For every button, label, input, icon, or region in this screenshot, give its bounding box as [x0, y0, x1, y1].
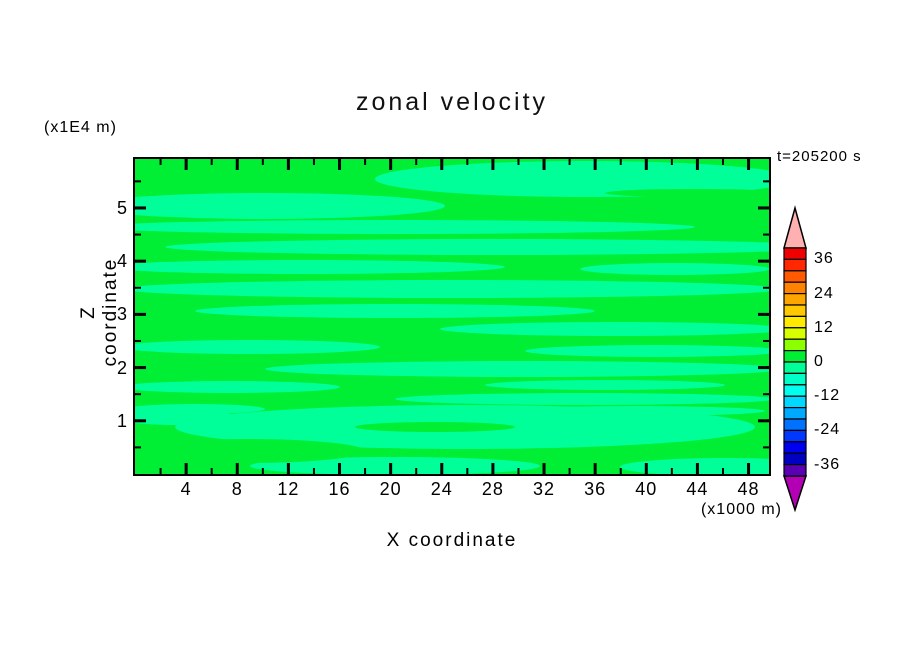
x-tick-label: 28 [481, 479, 504, 499]
field-positive-streak [605, 189, 769, 197]
field-positive-streak [135, 439, 365, 463]
y-axis-unit-label: (x1E4 m) [44, 119, 117, 136]
colorbar-tick-label: 24 [814, 284, 834, 302]
colorbar-tick-label: 36 [814, 250, 834, 268]
colorbar-segment [783, 441, 807, 454]
contour-field-svg [135, 159, 769, 474]
y-tick-label: 3 [116, 304, 127, 325]
x-tick-label: 4 [180, 479, 192, 499]
x-tick-label: 36 [584, 479, 607, 499]
colorbar-segment [783, 452, 807, 466]
field-negative-streak [135, 260, 505, 274]
field-negative-streak [195, 304, 595, 318]
field-negative-streak [135, 280, 769, 298]
field-negative-streak [165, 239, 769, 255]
x-tick-label: 44 [686, 479, 709, 499]
x-axis-unit-label: (x1000 m) [700, 501, 782, 518]
field-negative-streak [135, 220, 695, 234]
field-negative-streak [135, 340, 380, 354]
colorbar-segment [783, 464, 807, 477]
x-tick-label: 48 [737, 479, 760, 499]
y-tick-label: 5 [116, 197, 127, 218]
colorbar-tick-label: 12 [814, 318, 834, 336]
field-positive-streak [355, 422, 515, 432]
field-negative-streak [620, 458, 769, 474]
field-negative-streak [580, 263, 769, 275]
field-negative-streak [525, 345, 769, 357]
colorbar-segment [783, 429, 807, 443]
x-tick-label: 8 [231, 479, 243, 499]
colorbar-segment [783, 418, 807, 431]
colorbar-top-arrow [783, 205, 807, 249]
colorbar-segment [783, 327, 807, 340]
field-negative-streak [395, 393, 769, 405]
colorbar-segment [783, 372, 807, 386]
timestamp-label: t=205200 s [777, 148, 862, 165]
x-axis-title: X coordinate [386, 530, 518, 551]
y-tick-label: 2 [116, 357, 127, 378]
x-tick-label: 16 [328, 479, 351, 499]
x-tick-label: 24 [430, 479, 453, 499]
colorbar [782, 205, 808, 513]
colorbar-bottom-arrow [782, 475, 808, 513]
field-negative-streak [375, 161, 769, 197]
field-negative-streak [265, 361, 769, 377]
contour-plot-area [133, 157, 771, 476]
y-tick-label: 1 [116, 410, 127, 431]
colorbar-segment [783, 270, 807, 283]
field-negative-streak [440, 322, 769, 336]
colorbar-segment [783, 258, 807, 272]
colorbar-segment [783, 350, 807, 363]
field-negative-streak [135, 193, 445, 219]
colorbar-segment [783, 407, 807, 420]
colorbar-tick-label: 0 [814, 353, 824, 370]
colorbar-tick-label: -12 [814, 387, 841, 405]
colorbar-segment [783, 395, 807, 409]
colorbar-segment [783, 292, 807, 306]
field-negative-streak [485, 380, 725, 390]
colorbar-segment [783, 304, 807, 317]
y-axis-title: Z coordinate [78, 257, 121, 367]
field-negative-streak [135, 409, 235, 425]
x-tick-label: 40 [635, 479, 658, 499]
x-tick-label: 20 [379, 479, 402, 499]
field-negative-streak [135, 381, 340, 393]
colorbar-segment [783, 281, 807, 295]
y-tick-label: 4 [116, 251, 127, 272]
colorbar-segment [783, 361, 807, 374]
x-tick-label: 32 [533, 479, 556, 499]
colorbar-segment [783, 247, 807, 260]
colorbar-tick-label: -24 [814, 421, 841, 439]
colorbar-segment [783, 384, 807, 397]
chart-title: zonal velocity [355, 88, 549, 116]
colorbar-tick-label: -36 [814, 455, 841, 473]
x-tick-label: 12 [277, 479, 300, 499]
colorbar-segment [783, 315, 807, 329]
colorbar-segment [783, 338, 807, 352]
